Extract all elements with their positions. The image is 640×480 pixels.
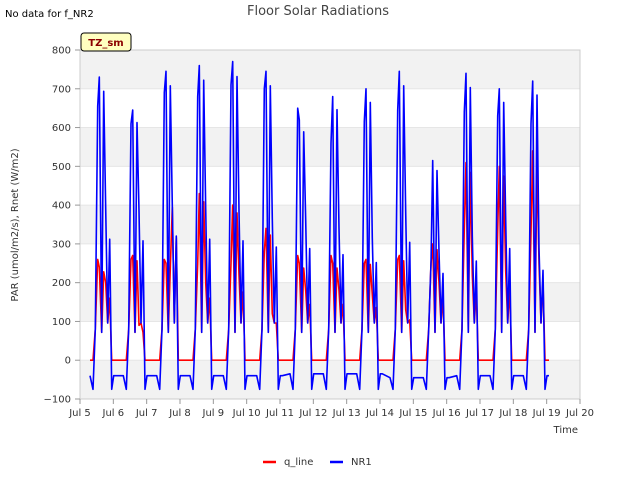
y-tick-label: 600 [52, 123, 71, 134]
x-tick-label: Jul 13 [332, 408, 361, 419]
y-tick-label: −100 [44, 395, 71, 406]
legend-label: NR1 [351, 457, 372, 468]
site-badge-label: TZ_sm [88, 38, 123, 49]
x-tick-label: Jul 15 [398, 408, 427, 419]
y-tick-label: 300 [52, 239, 71, 250]
x-tick-label: Jul 19 [532, 408, 561, 419]
x-tick-label: Jul 11 [265, 408, 294, 419]
x-tick-label: Jul 18 [498, 408, 527, 419]
x-tick-label: Jul 7 [135, 408, 158, 419]
grid-band [80, 50, 580, 89]
grid-band [80, 360, 580, 399]
x-tick-label: Jul 12 [298, 408, 327, 419]
x-tick-label: Jul 17 [465, 408, 494, 419]
x-tick-label: Jul 6 [102, 408, 125, 419]
series-line-nr1 [89, 60, 549, 391]
x-tick-label: Jul 5 [68, 408, 91, 419]
x-tick-label: Jul 20 [565, 408, 594, 419]
y-tick-label: 800 [52, 46, 71, 57]
no-data-note: No data for f_NR2 [5, 9, 94, 20]
series-layer [89, 60, 549, 391]
y-tick-label: 0 [65, 356, 71, 367]
y-tick-label: 500 [52, 162, 71, 173]
chart-title: Floor Solar Radiations [247, 4, 389, 19]
x-tick-label: Jul 10 [232, 408, 261, 419]
x-tick-label: Jul 8 [168, 408, 191, 419]
site-badge: TZ_sm [80, 32, 132, 52]
plot-area [79, 49, 581, 400]
x-tick-label: Jul 14 [365, 408, 394, 419]
series-line-q-line [90, 150, 549, 361]
y-tick-label: 100 [52, 317, 71, 328]
legend-label: q_line [284, 457, 313, 468]
x-tick-label: Jul 16 [432, 408, 461, 419]
x-axis-label: Time [553, 425, 578, 436]
y-axis: −100 0 100 200 300 400 500 600 700 800 [44, 46, 80, 406]
y-tick-label: 700 [52, 84, 71, 95]
x-tick-label: Jul 9 [202, 408, 225, 419]
y-axis-label: PAR (umol/m2/s), Rnet (W/m2) [10, 148, 21, 301]
x-axis: Jul 5 Jul 6 Jul 7 Jul 8 Jul 9 Jul 10 Jul 11 Jul… [68, 399, 594, 419]
y-tick-label: 200 [52, 278, 71, 289]
legend: q_line NR1 [263, 457, 372, 468]
y-tick-label: 400 [52, 201, 71, 212]
